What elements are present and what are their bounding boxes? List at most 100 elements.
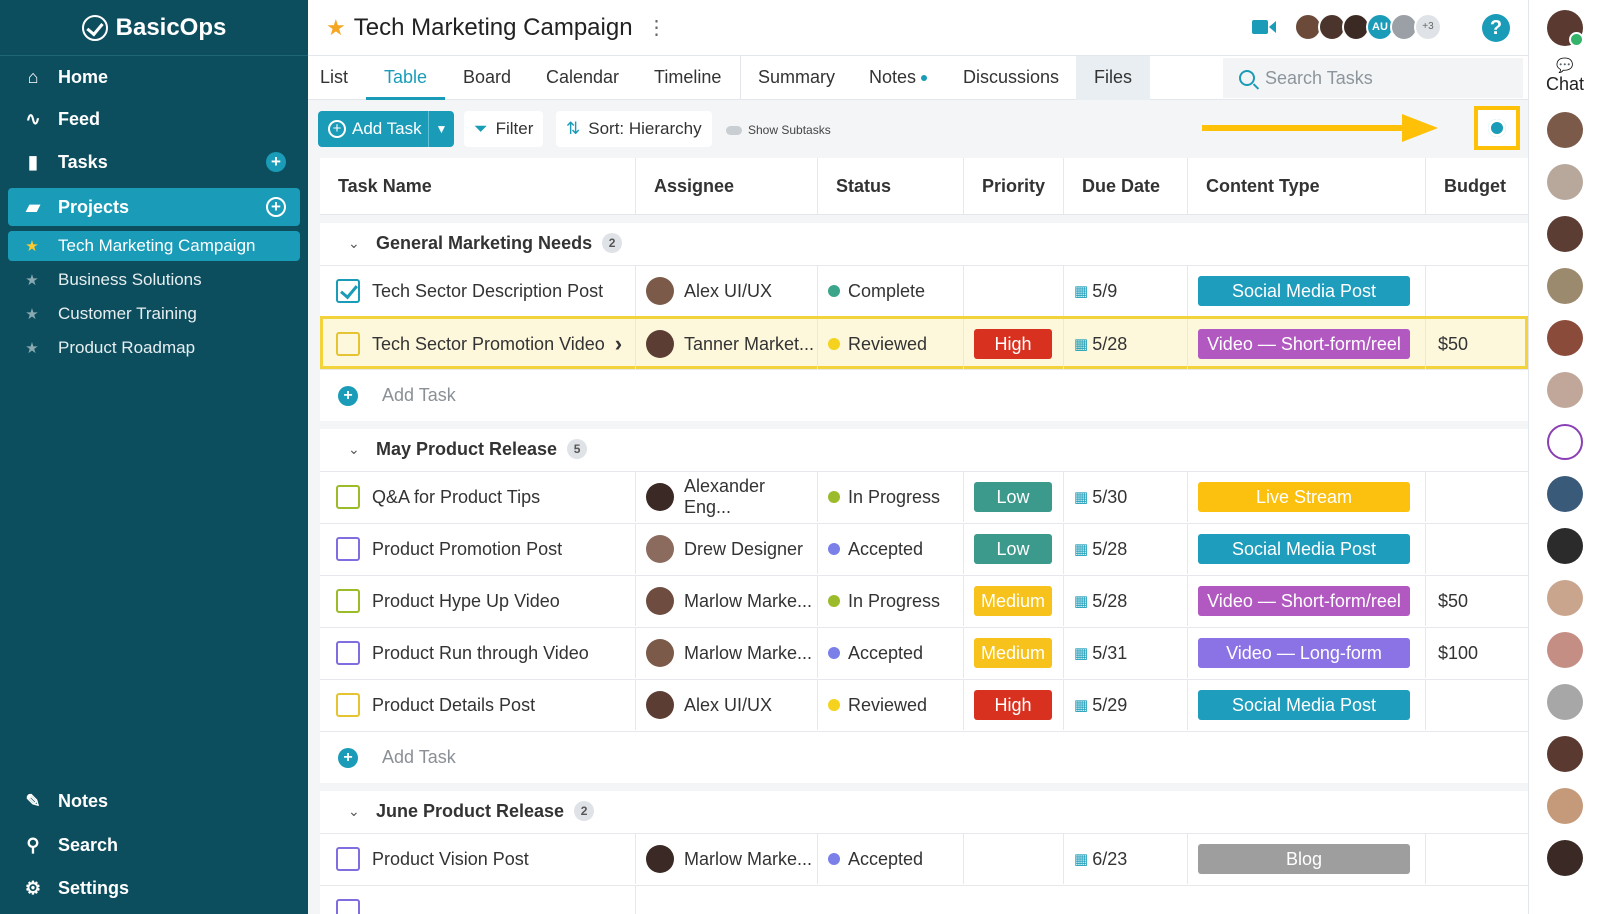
tab-files[interactable]: Files	[1076, 56, 1151, 100]
chat-contact-avatar[interactable]	[1547, 216, 1583, 252]
project-item[interactable]: ★ Product Roadmap	[8, 333, 300, 363]
content-type-badge[interactable]: Social Media Post	[1198, 534, 1410, 564]
column-header[interactable]: Task Name	[320, 158, 636, 214]
chat-contact-avatar[interactable]	[1547, 320, 1583, 356]
task-checkbox[interactable]	[336, 641, 360, 665]
chat-contact-avatar[interactable]	[1547, 632, 1583, 668]
priority-badge[interactable]: Medium	[974, 638, 1052, 668]
group-header[interactable]: ⌄ June Product Release 2	[320, 783, 1528, 833]
chevron-down-icon[interactable]: ▼	[428, 111, 454, 147]
table-row[interactable]: Product Promotion Post Drew Designer Accep…	[320, 523, 1528, 575]
sort-button[interactable]: ⇅ Sort: Hierarchy	[556, 111, 712, 147]
column-header[interactable]: Priority	[964, 158, 1064, 214]
task-name[interactable]: Product Promotion Post	[372, 538, 563, 559]
status-label[interactable]: Complete	[848, 280, 926, 301]
column-header[interactable]: Budget	[1444, 176, 1506, 196]
add-project-plus-icon[interactable]: +	[266, 197, 286, 217]
tab-table[interactable]: Table	[366, 56, 446, 100]
due-date[interactable]: 5/28	[1092, 333, 1128, 354]
task-checkbox[interactable]	[336, 279, 360, 303]
due-date[interactable]: 5/28	[1092, 590, 1128, 611]
chat-button[interactable]: 💬 Chat	[1529, 56, 1600, 100]
content-type-badge[interactable]: Video — Short-form/reel	[1198, 586, 1410, 616]
show-subtasks-toggle[interactable]: Show Subtasks	[726, 123, 831, 137]
priority-badge[interactable]: High	[974, 690, 1052, 720]
nav-home[interactable]: ⌂ Home	[8, 58, 300, 96]
chat-contact-avatar[interactable]	[1547, 528, 1583, 564]
tab-board[interactable]: Board	[463, 67, 512, 87]
nav-feed[interactable]: ∿ Feed	[8, 100, 300, 138]
task-checkbox[interactable]	[336, 332, 360, 356]
column-header[interactable]: Due Date	[1064, 158, 1188, 214]
table-row[interactable]: Tech Sector Promotion Video › Tanner Marke…	[320, 316, 1528, 369]
status-label[interactable]: Accepted	[848, 538, 924, 559]
chevron-down-icon[interactable]: ⌄	[348, 235, 360, 251]
tab-notes[interactable]: Notes	[869, 56, 928, 100]
favorite-star-icon[interactable]: ★	[326, 14, 346, 40]
assignee-name[interactable]: Marlow Marke...	[684, 848, 813, 869]
assignee-name[interactable]: Drew Designer	[684, 538, 804, 559]
chat-contact-avatar[interactable]	[1547, 736, 1583, 772]
chat-contact-avatar[interactable]	[1547, 684, 1583, 720]
table-settings-button[interactable]	[1474, 106, 1520, 150]
task-checkbox[interactable]	[336, 899, 360, 914]
task-checkbox[interactable]	[336, 589, 360, 613]
group-header[interactable]: ⌄ General Marketing Needs 2	[320, 215, 1528, 265]
chat-contact-avatar[interactable]	[1547, 424, 1583, 460]
content-type-badge[interactable]: Social Media Post	[1198, 690, 1410, 720]
column-header[interactable]: Status	[818, 158, 964, 214]
video-call-icon[interactable]	[1252, 18, 1276, 36]
nav-settings[interactable]: ⚙ Settings	[8, 869, 300, 907]
chat-contact-avatar[interactable]	[1547, 372, 1583, 408]
chat-contact-avatar[interactable]	[1547, 112, 1583, 148]
tab-summary[interactable]: Summary	[758, 67, 836, 87]
due-date[interactable]: 5/31	[1092, 642, 1128, 663]
task-name[interactable]: Tech Sector Promotion Video	[372, 333, 605, 354]
add-task-row[interactable]: + Add Task	[320, 731, 1528, 783]
priority-badge[interactable]: Low	[974, 534, 1052, 564]
task-checkbox[interactable]	[336, 537, 360, 561]
task-checkbox[interactable]	[336, 485, 360, 509]
budget-value[interactable]: $50	[1438, 590, 1469, 611]
due-date[interactable]: 5/29	[1092, 694, 1128, 715]
table-row[interactable]: Product Vision Post Marlow Marke... Accept…	[320, 833, 1528, 885]
chevron-down-icon[interactable]: ⌄	[348, 441, 360, 457]
nav-notes[interactable]: ✎ Notes	[8, 782, 300, 820]
priority-badge[interactable]: Medium	[974, 586, 1052, 616]
table-row[interactable]: Product Run through Video Marlow Marke...…	[320, 627, 1528, 679]
chevron-down-icon[interactable]: ⌄	[348, 803, 360, 819]
chevron-right-icon[interactable]: ›	[614, 331, 623, 356]
content-type-badge[interactable]: Live Stream	[1198, 482, 1410, 512]
task-checkbox[interactable]	[336, 693, 360, 717]
chat-contact-avatar[interactable]	[1547, 164, 1583, 200]
project-item[interactable]: ★ Customer Training	[8, 299, 300, 329]
assignee-name[interactable]: Tanner Market...	[684, 333, 815, 354]
add-task-plus-icon[interactable]: +	[266, 152, 286, 172]
my-avatar[interactable]	[1547, 10, 1584, 47]
status-label[interactable]: Reviewed	[848, 694, 928, 715]
column-header[interactable]: Content Type	[1188, 158, 1426, 214]
project-item[interactable]: ★ Business Solutions	[8, 265, 300, 295]
assignee-name[interactable]: Alexander Eng...	[683, 476, 766, 517]
table-row[interactable]	[320, 885, 1528, 914]
content-type-badge[interactable]: Blog	[1198, 844, 1410, 874]
project-item[interactable]: ★ Tech Marketing Campaign	[8, 231, 300, 261]
toggle-switch[interactable]	[726, 125, 742, 135]
tab-list[interactable]: List	[320, 67, 349, 87]
nav-projects[interactable]: ▰ Projects +	[8, 188, 300, 226]
status-label[interactable]: Accepted	[848, 642, 924, 663]
add-task-button[interactable]: + Add Task ▼	[318, 111, 454, 147]
table-row[interactable]: Product Details Post Alex UI/UX Reviewed Hi…	[320, 679, 1528, 731]
content-type-badge[interactable]: Video — Short-form/reel	[1198, 329, 1410, 359]
project-members[interactable]: AU +3	[1294, 13, 1442, 41]
assignee-name[interactable]: Marlow Marke...	[684, 642, 813, 663]
task-name[interactable]: Tech Sector Description Post	[372, 280, 604, 301]
more-options-icon[interactable]: ⋮	[646, 17, 667, 39]
chat-contact-avatar[interactable]	[1547, 268, 1583, 304]
status-label[interactable]: In Progress	[848, 590, 941, 611]
task-name[interactable]: Q&A for Product Tips	[372, 486, 541, 507]
due-date[interactable]: 5/30	[1092, 486, 1128, 507]
priority-badge[interactable]: High	[974, 329, 1052, 359]
tab-discussions[interactable]: Discussions	[963, 67, 1060, 87]
add-task-row[interactable]: + Add Task	[320, 369, 1528, 421]
